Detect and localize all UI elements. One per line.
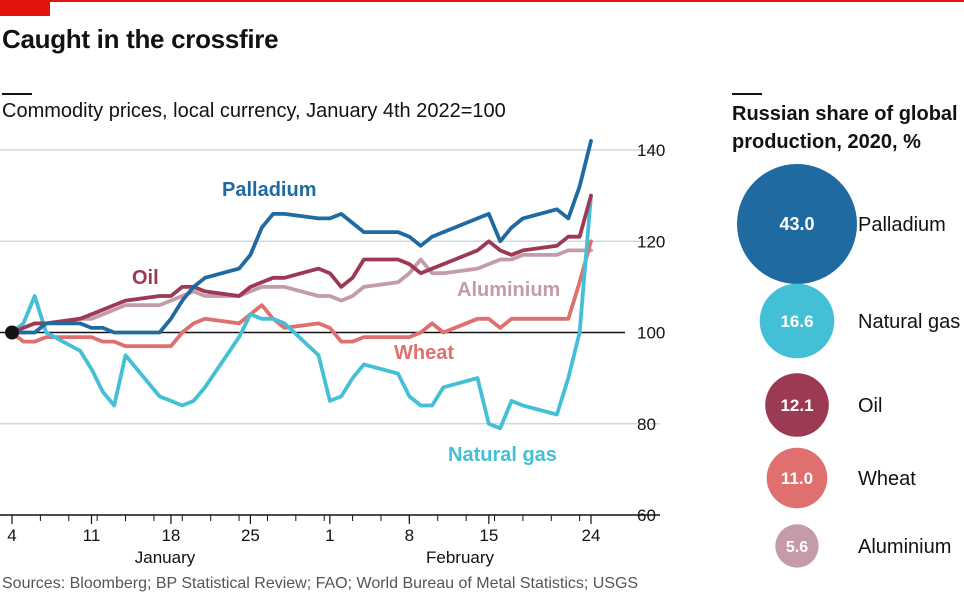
series-label-oil: Oil	[132, 267, 159, 289]
bubble-circle	[766, 447, 828, 509]
bubble-wheat: 11.0 Wheat	[766, 447, 916, 509]
x-tick-label: 15	[479, 526, 498, 545]
series-label-palladium: Palladium	[222, 179, 316, 201]
y-tick-label: 140	[637, 141, 665, 160]
bubble-circle	[765, 373, 829, 437]
bubble-circle	[775, 524, 819, 568]
start-point	[5, 325, 19, 340]
bubble-value-label: 11.0	[781, 469, 813, 488]
line-chart-subtitle: Commodity prices, local currency, Januar…	[2, 100, 506, 122]
x-tick-label: 18	[161, 526, 180, 545]
bubble-name-label: Natural gas	[858, 311, 960, 333]
bubble-natural-gas: 16.6 Natural gas	[759, 283, 960, 359]
brand-tab	[0, 0, 50, 16]
bubble-value-label: 43.0	[779, 214, 814, 234]
bubble-name-label: Wheat	[858, 468, 916, 490]
x-month-label-january: January	[135, 548, 196, 567]
top-rule	[0, 0, 964, 2]
bubble-subtitle-rule	[732, 93, 762, 95]
y-tick-label: 80	[637, 415, 656, 434]
series-line-aluminium	[10, 248, 593, 335]
bubble-name-label: Palladium	[858, 214, 946, 236]
bubble-circle	[759, 283, 835, 359]
series-line-palladium	[10, 138, 593, 335]
series-label-natural-gas: Natural gas	[448, 444, 557, 466]
y-tick-label: 120	[637, 232, 665, 251]
x-tick-label: 25	[241, 526, 260, 545]
series-label-aluminium: Aluminium	[457, 279, 560, 301]
bubble-value-label: 12.1	[780, 396, 813, 415]
y-tick-label: 100	[637, 324, 665, 343]
bubble-chart-title: Russian share of global production, 2020…	[732, 103, 958, 153]
series-line-wheat	[10, 239, 593, 349]
bubble-value-label: 16.6	[780, 312, 813, 331]
x-tick-label: 8	[405, 526, 414, 545]
x-tick-label: 4	[7, 526, 16, 545]
x-month-label-february: February	[426, 548, 495, 567]
series-label-wheat: Wheat	[394, 342, 454, 364]
series-line-natural-gas	[10, 193, 593, 431]
source-note: Sources: Bloomberg; BP Statistical Revie…	[2, 575, 639, 592]
bubble-oil: 12.1 Oil	[765, 373, 882, 437]
series-line-oil	[10, 193, 593, 335]
bubble-circle	[737, 164, 857, 284]
x-tick-label: 1	[325, 526, 334, 545]
bubble-value-label: 5.6	[786, 539, 808, 556]
x-tick-label: 11	[83, 526, 101, 545]
subtitle-rule	[2, 93, 32, 95]
x-tick-label: 24	[582, 526, 601, 545]
bubble-palladium: 43.0 Palladium	[737, 164, 946, 284]
bubble-name-label: Aluminium	[858, 536, 951, 558]
chart-title: Caught in the crossfire	[2, 24, 279, 54]
bubble-name-label: Oil	[858, 395, 882, 417]
bubble-aluminium: 5.6 Aluminium	[775, 524, 951, 568]
